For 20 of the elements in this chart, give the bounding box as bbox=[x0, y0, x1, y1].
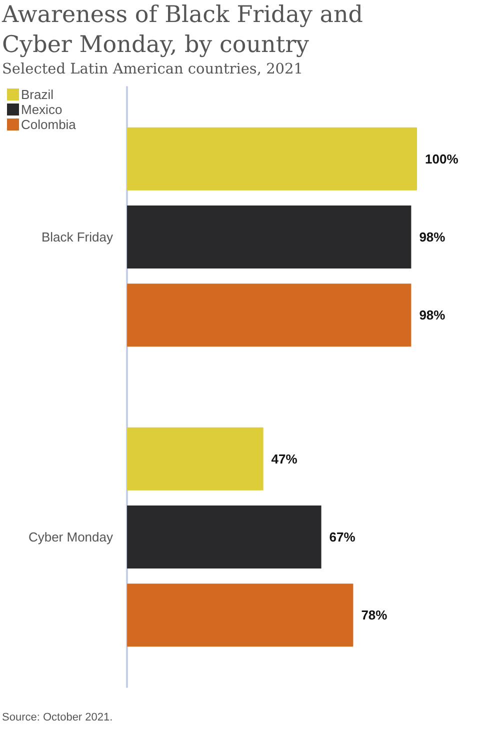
bar bbox=[127, 206, 412, 268]
legend-label: Brazil bbox=[21, 87, 54, 102]
y-tick-label: Black Friday bbox=[41, 230, 114, 244]
bar bbox=[127, 127, 417, 190]
source-note: Source: October 2021. bbox=[2, 712, 113, 724]
chart-title: Awareness of Black Friday and Cyber Monday, by country bbox=[1, 2, 370, 58]
legend-label: Mexico bbox=[21, 102, 62, 117]
chart-subtitle: Selected Latin American countries, 2021 bbox=[2, 62, 303, 78]
bar bbox=[127, 284, 412, 347]
bar bbox=[127, 427, 264, 490]
bar bbox=[127, 584, 354, 647]
data-label: 78% bbox=[361, 608, 388, 623]
data-label: 67% bbox=[329, 530, 356, 544]
data-label: 100% bbox=[425, 151, 459, 166]
data-label: 98% bbox=[419, 308, 446, 323]
bar bbox=[127, 506, 322, 568]
legend-label: Colombia bbox=[21, 117, 77, 132]
data-label: 47% bbox=[271, 451, 298, 466]
y-tick-label: Cyber Monday bbox=[28, 530, 114, 544]
data-label: 98% bbox=[419, 230, 446, 244]
